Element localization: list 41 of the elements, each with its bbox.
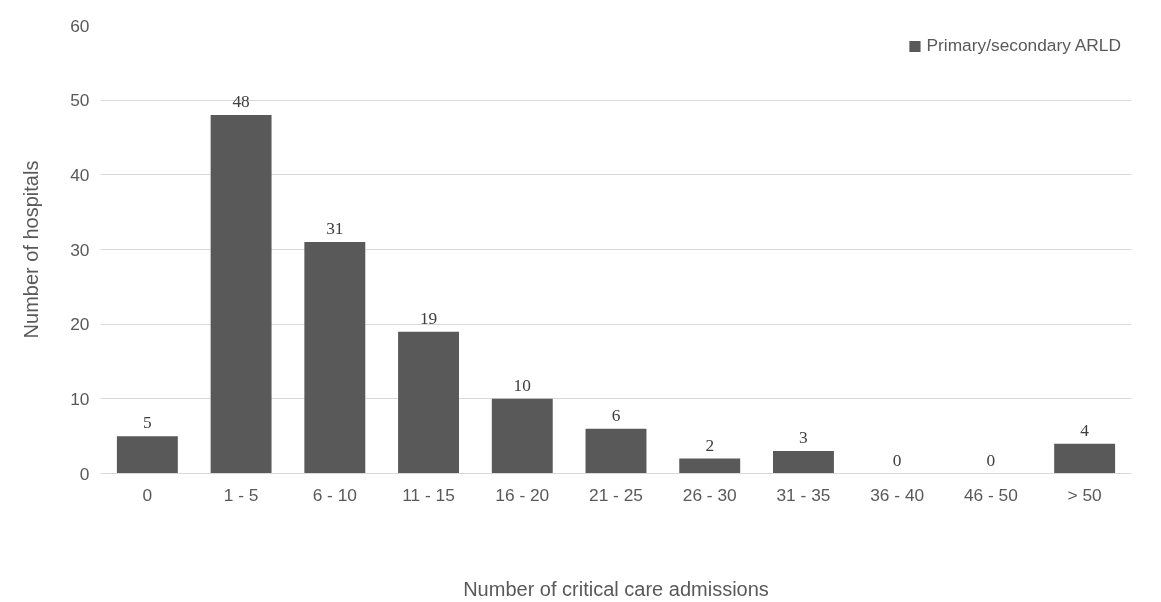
bar <box>491 398 553 474</box>
bar <box>1054 443 1116 474</box>
data-label: 10 <box>513 375 531 395</box>
y-tick-label: 10 <box>70 388 90 409</box>
x-axis-title: Number of critical care admissions <box>463 577 769 600</box>
data-label: 4 <box>1080 420 1090 440</box>
data-label: 19 <box>419 308 438 328</box>
data-label: 0 <box>892 450 902 470</box>
legend-label: Primary/secondary ARLD <box>926 35 1121 56</box>
bar <box>116 436 178 474</box>
x-tick-label: 6 - 10 <box>312 484 357 505</box>
bar <box>585 428 647 474</box>
y-tick-label: 60 <box>70 15 90 36</box>
data-label: 48 <box>232 92 250 112</box>
data-label: 0 <box>986 450 996 470</box>
x-tick-label: 16 - 20 <box>495 484 550 505</box>
bar <box>679 458 741 474</box>
x-tick-label: 46 - 50 <box>963 484 1018 505</box>
bar <box>304 242 366 474</box>
x-tick-label: 0 <box>142 484 153 505</box>
x-tick-label: 26 - 30 <box>682 484 737 505</box>
y-tick-label: 0 <box>79 463 90 484</box>
x-tick-label: 1 - 5 <box>223 484 259 505</box>
y-tick-label: 30 <box>70 239 90 260</box>
x-tick-label: 21 - 25 <box>589 484 643 505</box>
x-tick-label: 36 - 40 <box>870 484 925 505</box>
bar <box>398 331 460 474</box>
bar <box>772 451 834 474</box>
bar <box>210 115 272 474</box>
x-tick-label: 31 - 35 <box>776 484 831 505</box>
x-tick-label: > 50 <box>1067 484 1102 505</box>
data-label: 2 <box>705 435 715 455</box>
y-axis-title: Number of hospitals <box>20 160 43 339</box>
data-label: 5 <box>143 413 152 433</box>
data-label: 31 <box>326 219 344 239</box>
data-label: 3 <box>799 428 808 448</box>
y-tick-label: 20 <box>70 314 90 335</box>
x-tick-label: 11 - 15 <box>402 484 455 505</box>
y-tick-label: 50 <box>70 90 90 111</box>
data-label: 6 <box>611 405 621 425</box>
y-tick-label: 40 <box>70 164 90 185</box>
